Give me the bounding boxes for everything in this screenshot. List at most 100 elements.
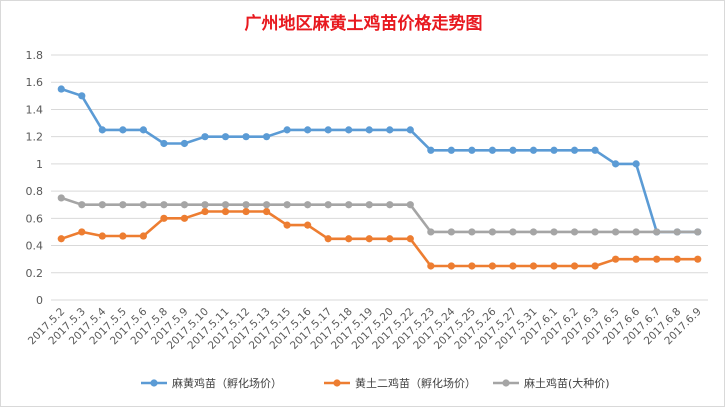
- series-2: [57, 207, 702, 270]
- data-point: [673, 255, 681, 263]
- data-point: [119, 126, 127, 134]
- data-point: [201, 207, 209, 216]
- y-axis-ticks: 0 0.2 0.4 0.6 0.8 1 1.2 1.4 1.6 1.8: [26, 49, 44, 307]
- data-point: [427, 146, 435, 154]
- data-point: [427, 228, 435, 236]
- data-point: [529, 146, 538, 154]
- data-point: [612, 255, 620, 263]
- series-line: [60, 87, 698, 234]
- data-point: [632, 160, 640, 168]
- data-point: [180, 214, 189, 222]
- series-line: [60, 196, 698, 234]
- data-point: [612, 228, 620, 236]
- legend-item: 黄土二鸡苗（孵化场价）: [324, 376, 476, 390]
- data-point: [488, 262, 497, 270]
- data-point: [509, 228, 517, 236]
- data-point: [57, 194, 65, 202]
- data-point: [221, 201, 230, 209]
- data-point: [406, 126, 414, 134]
- data-point: [160, 139, 168, 148]
- data-point: [386, 201, 394, 209]
- data-point: [78, 201, 86, 209]
- data-point: [365, 126, 373, 134]
- y-tick-label: 1.6: [26, 76, 44, 89]
- data-point: [324, 126, 332, 134]
- data-point: [221, 133, 230, 141]
- y-tick-label: 0.6: [26, 212, 44, 225]
- data-point: [427, 262, 435, 270]
- series-lines: [57, 85, 702, 270]
- data-point: [447, 228, 455, 236]
- y-tick-label: 0.2: [26, 267, 44, 280]
- data-point: [653, 255, 661, 263]
- data-point: [386, 235, 394, 243]
- data-point: [304, 221, 312, 229]
- data-point: [78, 228, 86, 236]
- data-point: [283, 126, 291, 134]
- data-point: [304, 126, 312, 134]
- data-point: [509, 262, 517, 270]
- data-point: [570, 262, 579, 270]
- data-point: [283, 201, 291, 209]
- y-tick-label: 0.4: [26, 240, 44, 253]
- data-point: [632, 255, 640, 263]
- y-tick-label: 1.2: [26, 131, 44, 144]
- data-point: [386, 126, 394, 134]
- legend-marker: [333, 379, 341, 387]
- series-line: [60, 210, 698, 268]
- legend-item: 麻土鸡苗(大种价): [493, 376, 610, 390]
- data-point: [591, 262, 599, 270]
- y-tick-label: 1.4: [26, 103, 44, 116]
- data-point: [345, 235, 353, 243]
- data-point: [406, 201, 414, 209]
- legend: 麻黄鸡苗（孵化场价） 黄土二鸡苗（孵化场价） 麻土鸡苗(大种价): [141, 376, 610, 390]
- data-point: [98, 201, 106, 209]
- data-point: [468, 228, 476, 236]
- data-point: [180, 201, 189, 209]
- y-tick-label: 0: [36, 294, 43, 307]
- legend-marker: [502, 379, 510, 387]
- y-tick-label: 1.8: [26, 49, 44, 62]
- y-tick-label: 0.8: [26, 185, 44, 198]
- data-point: [324, 235, 332, 243]
- data-point: [406, 235, 414, 243]
- data-point: [139, 232, 147, 240]
- data-point: [591, 146, 599, 154]
- x-axis-ticks: 2017.5.22017.5.32017.5.42017.5.52017.5.6…: [26, 305, 704, 352]
- data-point: [304, 201, 312, 209]
- legend-label: 黄土二鸡苗（孵化场价）: [355, 376, 476, 390]
- data-point: [57, 85, 65, 93]
- data-point: [591, 228, 599, 236]
- data-point: [653, 228, 661, 236]
- legend-label: 麻土鸡苗(大种价): [524, 376, 610, 390]
- data-point: [262, 207, 271, 216]
- data-point: [119, 201, 127, 209]
- data-point: [550, 262, 558, 270]
- data-point: [694, 228, 702, 236]
- data-point: [201, 133, 209, 141]
- data-point: [345, 126, 353, 134]
- data-point: [365, 235, 373, 243]
- data-point: [262, 201, 271, 209]
- data-point: [509, 146, 517, 154]
- data-point: [550, 146, 558, 154]
- data-point: [78, 92, 86, 100]
- data-point: [98, 126, 106, 134]
- data-point: [694, 255, 702, 263]
- data-point: [139, 126, 147, 134]
- gridlines: [51, 54, 708, 301]
- data-point: [180, 139, 189, 148]
- data-point: [632, 228, 640, 236]
- data-point: [468, 262, 476, 270]
- data-point: [488, 146, 497, 154]
- data-point: [550, 228, 558, 236]
- series-3: [57, 194, 702, 236]
- data-point: [345, 201, 353, 209]
- data-point: [160, 201, 168, 209]
- data-point: [529, 262, 538, 270]
- data-point: [529, 228, 538, 236]
- data-point: [447, 146, 455, 154]
- data-point: [57, 235, 65, 243]
- legend-label: 麻黄鸡苗（孵化场价）: [172, 376, 282, 390]
- legend-item: 麻黄鸡苗（孵化场价）: [141, 376, 282, 390]
